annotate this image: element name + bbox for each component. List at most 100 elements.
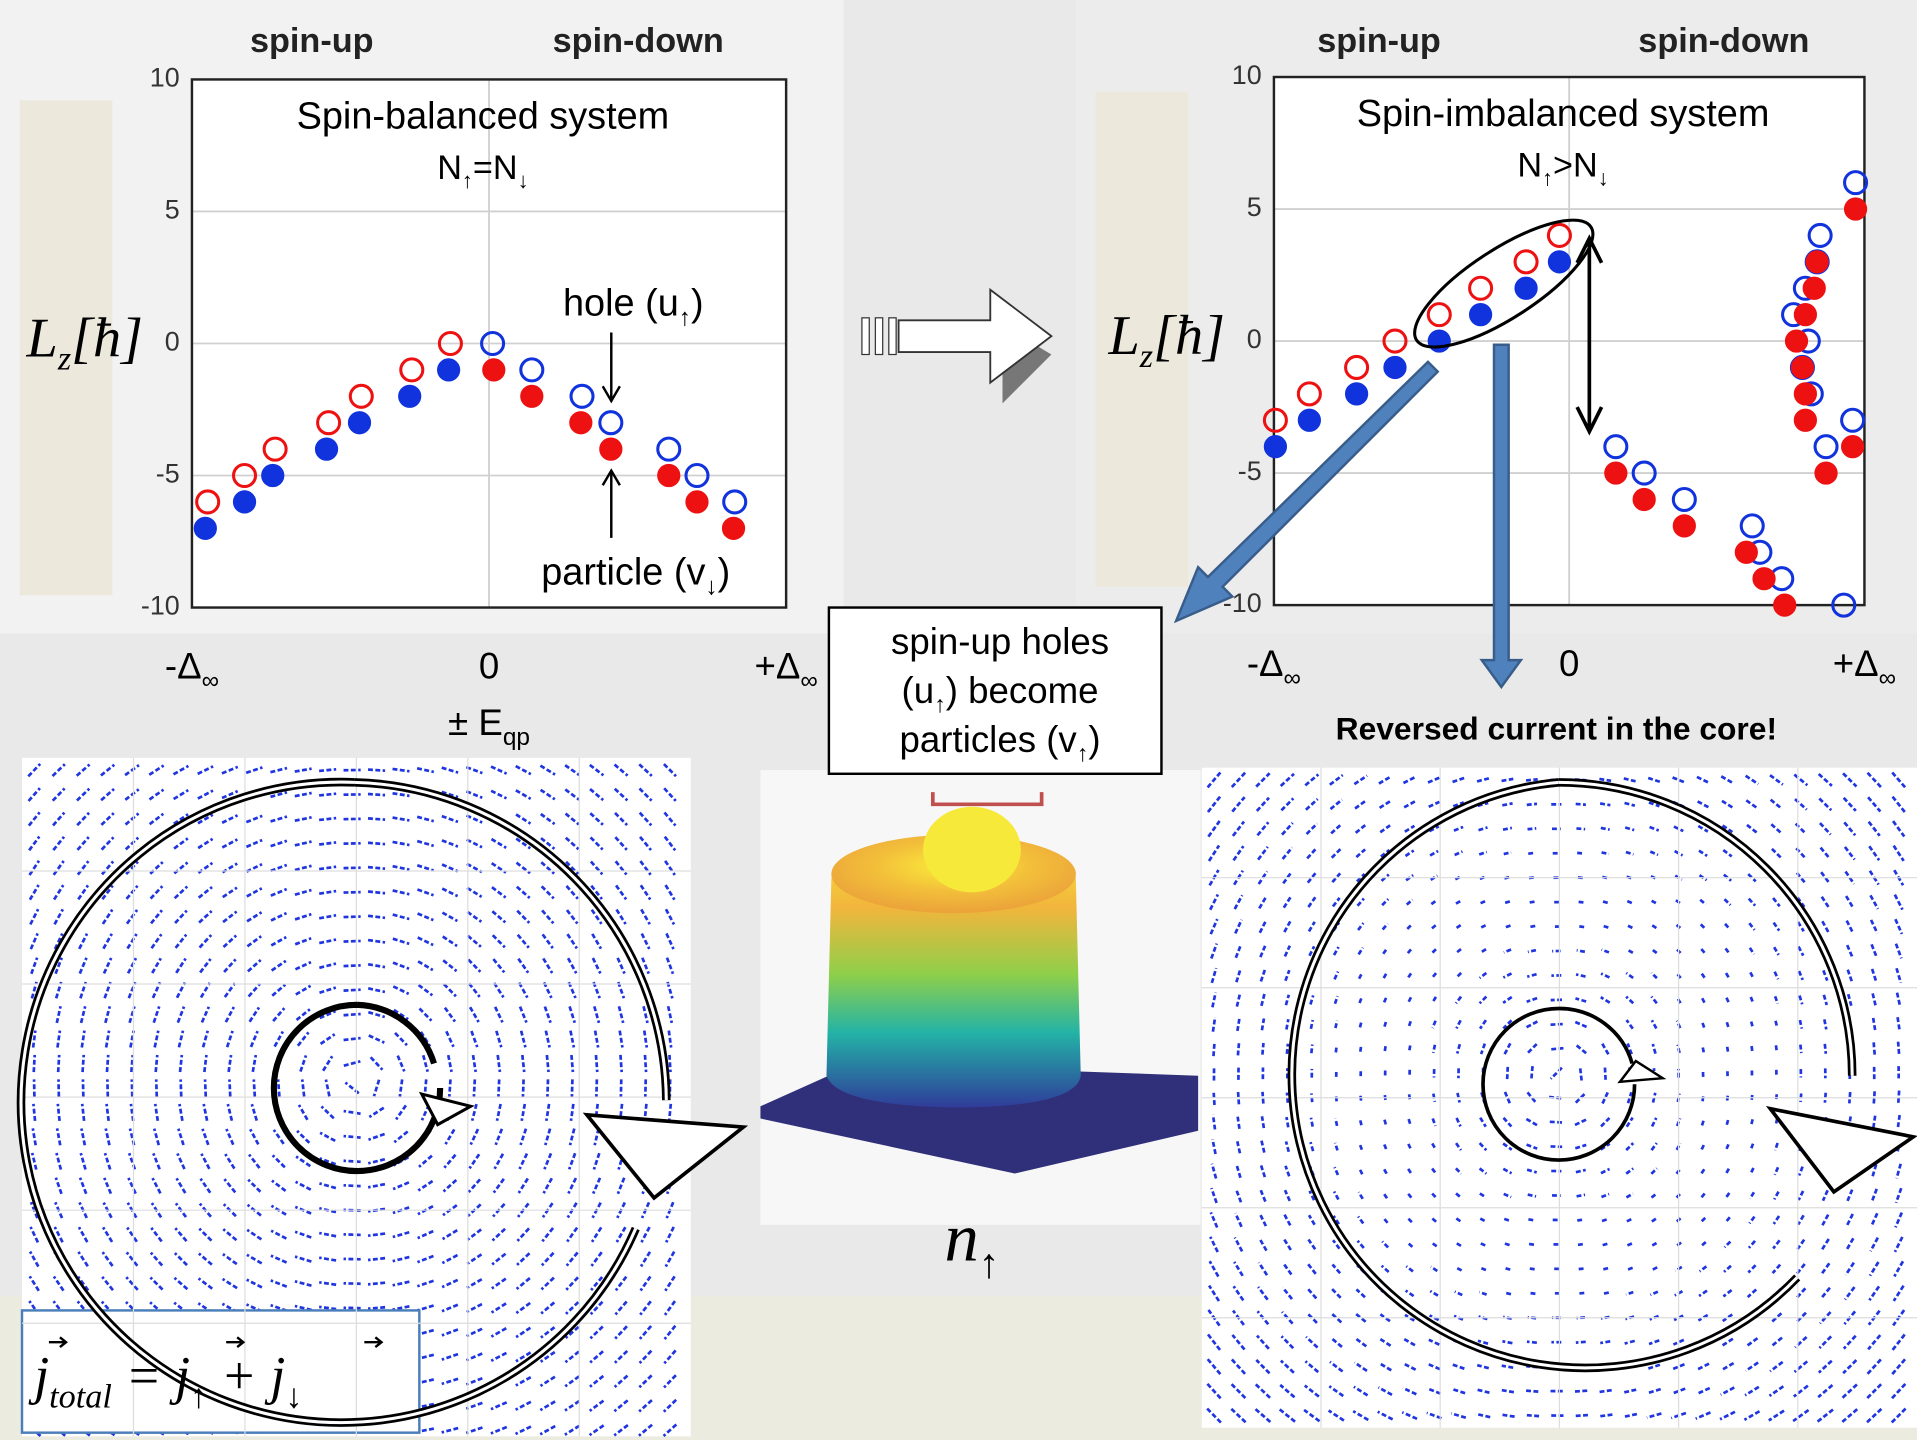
- quiver-arrow: [1796, 921, 1805, 932]
- quiver-arrow: [1430, 1241, 1438, 1248]
- quiver-arrow: [1236, 1042, 1241, 1056]
- quiver-arrow: [1502, 995, 1513, 1004]
- quiver-arrow: [1503, 1091, 1512, 1105]
- quiver-arrow: [1526, 996, 1538, 1004]
- quiver-arrow: [151, 957, 162, 974]
- quiver-arrow: [201, 1128, 210, 1146]
- quiver-arrow: [367, 865, 386, 871]
- quiver-arrow: [1503, 1192, 1512, 1199]
- quiver-arrow: [1696, 800, 1710, 809]
- quiver-arrow: [1407, 1168, 1413, 1175]
- quiver-arrow: [1672, 776, 1686, 784]
- quiver-arrow: [1206, 795, 1222, 813]
- quiver-arrow: [270, 1229, 287, 1240]
- quiver-arrow: [174, 909, 188, 924]
- quiver-arrow: [567, 981, 577, 999]
- quiver-arrow: [664, 884, 676, 901]
- formula-part: + j: [207, 1346, 285, 1406]
- quiver-arrow: [1279, 1383, 1296, 1399]
- quiver-arrow: [149, 1276, 164, 1291]
- open-marker: [1546, 222, 1572, 248]
- quiver-arrow: [1405, 1265, 1414, 1273]
- quiver-arrow: [491, 1252, 507, 1266]
- quiver-arrow: [1768, 1409, 1785, 1422]
- quiver-arrow: [471, 1054, 478, 1073]
- quiver-arrow: [1893, 1236, 1904, 1253]
- quiver-arrow: [465, 790, 483, 800]
- quiver-arrow: [1406, 1216, 1413, 1224]
- quiver-arrow: [589, 1325, 604, 1340]
- quiver-arrow: [1721, 1337, 1734, 1347]
- quiver-arrow: [1209, 1211, 1219, 1229]
- quiver-arrow: [343, 1159, 361, 1164]
- quiver-arrow: [1355, 848, 1367, 859]
- quiver-arrow: [368, 1132, 386, 1141]
- quiver-arrow: [1454, 1290, 1463, 1297]
- quiver-arrow: [1235, 992, 1242, 1007]
- quiver-arrow: [1426, 1411, 1442, 1420]
- quiver-arrow: [1820, 1262, 1831, 1276]
- quiver-arrow: [1259, 1164, 1267, 1178]
- quiver-arrow: [468, 982, 481, 998]
- quiver-arrow: [1430, 1265, 1439, 1273]
- current-loop: [1290, 780, 1799, 1370]
- quiver-arrow: [441, 814, 459, 824]
- quiver-arrow: [1700, 972, 1706, 979]
- quiver-arrow: [1431, 948, 1437, 954]
- quiver-arrow: [518, 1152, 529, 1170]
- quiver-arrow: [198, 1252, 213, 1266]
- quiver-arrow: [1821, 920, 1830, 933]
- quiver-arrow: [545, 1054, 550, 1073]
- quiver-arrow: [1526, 1143, 1538, 1150]
- quiver-arrow: [1577, 924, 1585, 929]
- quiver-arrow: [1309, 995, 1315, 1005]
- filled-marker: [1814, 461, 1838, 485]
- quiver-arrow: [76, 787, 91, 802]
- quiver-arrow: [1504, 900, 1511, 905]
- quiver-arrow: [1235, 1139, 1242, 1154]
- annotation: hole (u↑): [563, 283, 704, 332]
- quiver-arrow: [247, 1178, 262, 1193]
- quiver-arrow: [1649, 825, 1660, 832]
- filled-marker: [657, 463, 681, 488]
- quiver-arrow: [1625, 1192, 1634, 1199]
- quiver-arrow: [1797, 1166, 1804, 1176]
- quiver-arrow: [666, 981, 674, 999]
- quiver-arrow: [1725, 1045, 1730, 1052]
- quiver-arrow: [1671, 1387, 1686, 1395]
- quiver-arrow: [616, 957, 626, 975]
- quiver-arrow: [1893, 1260, 1905, 1278]
- callout-text-part: ) become: [946, 670, 1099, 711]
- quiver-arrow: [490, 765, 508, 775]
- quiver-arrow: [1821, 1189, 1829, 1202]
- quiver-arrow: [468, 1006, 480, 1023]
- quiver-arrow: [199, 982, 211, 999]
- quiver-arrow: [1892, 844, 1905, 862]
- quiver-arrow: [221, 765, 239, 775]
- quiver-arrow: [490, 1327, 507, 1338]
- y-tick-label: -5: [1238, 456, 1262, 486]
- quiver-arrow: [1476, 777, 1490, 783]
- quiver-arrow: [153, 1103, 160, 1122]
- quiver-arrow: [1600, 996, 1611, 1004]
- y-tick-label: 10: [1232, 60, 1262, 90]
- quiver-arrow: [79, 1005, 87, 1024]
- quiver-arrow: [343, 1109, 361, 1116]
- x-tick-label-part: -Δ: [1247, 643, 1284, 684]
- quiver-arrow: [490, 837, 507, 849]
- quiver-arrow: [299, 1054, 308, 1073]
- quiver-arrow: [1306, 1263, 1317, 1275]
- quiver-arrow: [1749, 971, 1755, 980]
- quiver-arrow: [1868, 845, 1881, 861]
- quiver-arrow: [639, 1275, 652, 1292]
- quiver-arrow: [1232, 1285, 1245, 1302]
- quiver-arrow: [103, 981, 112, 999]
- quiver-arrow: [1403, 1362, 1417, 1371]
- quiver-arrow: [1625, 995, 1635, 1005]
- quiver-arrow: [1382, 1167, 1388, 1175]
- quiver-arrow: [1700, 1143, 1706, 1151]
- quiver-arrow: [175, 1177, 187, 1194]
- quiver-arrow: [129, 1103, 135, 1122]
- quiver-arrow: [1257, 1261, 1269, 1276]
- quiver-arrow: [666, 1005, 674, 1024]
